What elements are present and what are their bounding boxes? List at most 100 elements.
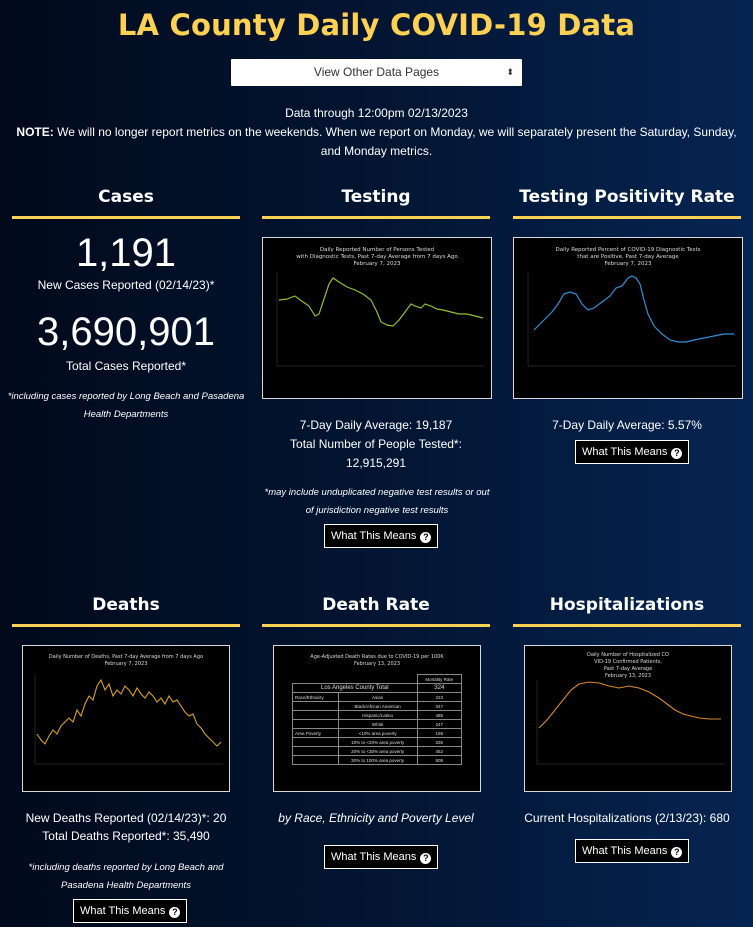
table-cell-group	[292, 755, 339, 765]
county-value: 324	[416, 683, 463, 693]
table-cell-value: 223	[416, 692, 463, 702]
table-row: Black/African American 347	[292, 701, 463, 711]
death-rate-rule	[262, 624, 490, 627]
table-header: Mortality Rate	[416, 674, 463, 684]
table-county-row: Los Angeles County Total 324	[292, 683, 463, 693]
hospitalizations-rule	[513, 624, 741, 627]
table-cell-value: 508	[416, 755, 463, 765]
positivity-series-line	[533, 275, 734, 343]
positivity-chart-title-3: February 7, 2023	[604, 261, 652, 267]
positivity-chart: Daily Reported Percent of COVID-19 Diagn…	[513, 237, 743, 399]
cases-title: Cases	[98, 187, 154, 207]
table-cell-group	[292, 737, 339, 747]
death-rate-caption: by Race, Ethnicity and Poverty Level	[278, 811, 474, 825]
testing-total-value: 12,915,291	[345, 456, 407, 470]
table-cell-value: 336	[416, 737, 463, 747]
death-rate-title: Death Rate	[322, 595, 430, 615]
deaths-chart-title-2: February 7, 2023	[105, 661, 148, 667]
table-cell-group	[292, 701, 339, 711]
death-rate-chart-title-1: Age-Adjusted Death Rates due to COVID-19…	[310, 654, 444, 660]
testing-chart-title-1: Daily Reported Number of Persons Tested	[320, 247, 434, 253]
table-row: Race/Ethnicity Asian 223	[292, 692, 463, 702]
question-icon: ?	[420, 532, 432, 543]
table-cell-group	[292, 719, 339, 729]
deaths-what-this-means-button[interactable]: What This Means?	[73, 899, 188, 923]
deaths-rule	[12, 624, 240, 627]
question-icon: ?	[420, 853, 432, 864]
hosp-chart-title-3: Past 7-day Average	[604, 666, 652, 672]
hospitalizations-title: Hospitalizations	[549, 595, 705, 615]
deaths-footnote-1: *including deaths reported by Long Beach…	[28, 862, 224, 873]
table-cell-label: 30% to 100% area poverty	[337, 755, 418, 765]
testing-footnote-2: of jurisdiction negative test results	[305, 505, 449, 516]
positivity-what-this-means-button[interactable]: What This Means?	[575, 440, 690, 464]
testing-daily-avg: 7-Day Daily Average: 19,187	[299, 418, 453, 432]
testing-rule	[262, 216, 490, 219]
deaths-footnote-2: Pasadena Health Departments	[61, 880, 191, 891]
table-cell-group: Area Poverty	[292, 728, 339, 738]
cases-footnote-2: Health Departments	[83, 409, 169, 420]
question-icon: ?	[671, 847, 683, 858]
deaths-chart: Daily Number of Deaths, Past 7-day Avera…	[22, 645, 230, 792]
hosp-chart-title-4: February 13, 2023	[605, 673, 651, 679]
table-row: White 247	[292, 719, 463, 729]
hosp-chart-title-1: Daily Number of Hospitalized CO	[587, 652, 669, 658]
select-arrow-icon: ⬍	[506, 67, 514, 77]
death-rate-button-label: What This Means	[331, 851, 417, 863]
death-rate-chart-title-2: February 13, 2023	[354, 661, 400, 667]
testing-chart-svg: Daily Reported Number of Persons Tested …	[276, 247, 485, 367]
hosp-what-this-means-button[interactable]: What This Means?	[575, 839, 690, 863]
testing-total-label: Total Number of People Tested*:	[290, 437, 462, 451]
table-row: 30% to 100% area poverty 508	[292, 755, 463, 765]
county-label: Los Angeles County Total	[292, 683, 418, 693]
table-cell-value: 195	[416, 728, 463, 738]
table-cell-value: 485	[416, 710, 463, 720]
testing-title: Testing	[341, 187, 411, 207]
positivity-daily-avg: 7-Day Daily Average: 5.57%	[552, 418, 702, 432]
new-cases-value: 1,191	[75, 231, 177, 275]
testing-footnote-1: *may include unduplicated negative test …	[264, 487, 490, 498]
table-row: Hispanic/Latino 485	[292, 710, 463, 720]
table-cell-group	[292, 746, 339, 756]
table-header-row: Mortality Rate	[293, 674, 463, 684]
table-row: Area Poverty <10% area poverty 195	[292, 728, 463, 738]
positivity-chart-title-1: Daily Reported Percent of COVID-19 Diagn…	[556, 247, 701, 253]
table-cell-label: Asian	[337, 692, 418, 702]
testing-button-label: What This Means	[331, 530, 417, 542]
death-rate-chart-svg: Age-Adjusted Death Rates due to COVID-19…	[310, 654, 444, 667]
table-cell-group	[292, 710, 339, 720]
hospitalizations-chart-svg: Daily Number of Hospitalized CO VID-19 C…	[536, 652, 725, 765]
hospitalizations-chart: Daily Number of Hospitalized CO VID-19 C…	[524, 645, 732, 792]
testing-chart: Daily Reported Number of Persons Tested …	[262, 237, 492, 399]
positivity-chart-title-2: that are Positive, Past 7-day Average	[577, 254, 679, 260]
hosp-current-label: Current Hospitalizations (2/13/23): 680	[524, 811, 730, 825]
total-cases-label: Total Cases Reported*	[65, 359, 187, 373]
page-title: LA County Daily COVID-19 Data	[117, 8, 636, 42]
data-through: Data through 12:00pm 02/13/2023	[285, 106, 468, 120]
note-label: NOTE:	[16, 125, 54, 139]
table-row: 10% to <20% area poverty 336	[292, 737, 463, 747]
deaths-chart-svg: Daily Number of Deaths, Past 7-day Avera…	[34, 654, 223, 765]
table-cell-value: 347	[416, 701, 463, 711]
deaths-chart-title-1: Daily Number of Deaths, Past 7-day Avera…	[49, 654, 203, 660]
positivity-rule	[513, 216, 741, 219]
cases-footnote-1: *including cases reported by Long Beach …	[7, 391, 245, 402]
testing-what-this-means-button[interactable]: What This Means?	[324, 524, 439, 548]
hosp-chart-title-2: VID-19 Confirmed Patients,	[594, 659, 662, 665]
deaths-title: Deaths	[92, 595, 160, 615]
positivity-chart-svg: Daily Reported Percent of COVID-19 Diagn…	[527, 247, 736, 367]
table-cell-value: 452	[416, 746, 463, 756]
deaths-total-label: Total Deaths Reported*: 35,490	[42, 829, 210, 843]
death-rate-what-this-means-button[interactable]: What This Means?	[324, 845, 439, 869]
total-cases-value: 3,690,901	[37, 310, 215, 354]
table-cell-value: 247	[416, 719, 463, 729]
note-text-1: We will no longer report metrics on the …	[53, 125, 737, 139]
table-cell-label: White	[337, 719, 418, 729]
data-pages-select[interactable]: View Other Data Pages ⬍	[231, 59, 522, 86]
table-row: 20% to <30% area poverty 452	[292, 746, 463, 756]
hosp-button-label: What This Means	[582, 845, 668, 857]
table-cell-label: Hispanic/Latino	[337, 710, 418, 720]
select-label: View Other Data Pages	[313, 65, 440, 79]
table-body: Race/Ethnicity Asian 223 Black/African Amer…	[292, 692, 463, 765]
note-line-2: and Monday metrics.	[320, 144, 433, 158]
